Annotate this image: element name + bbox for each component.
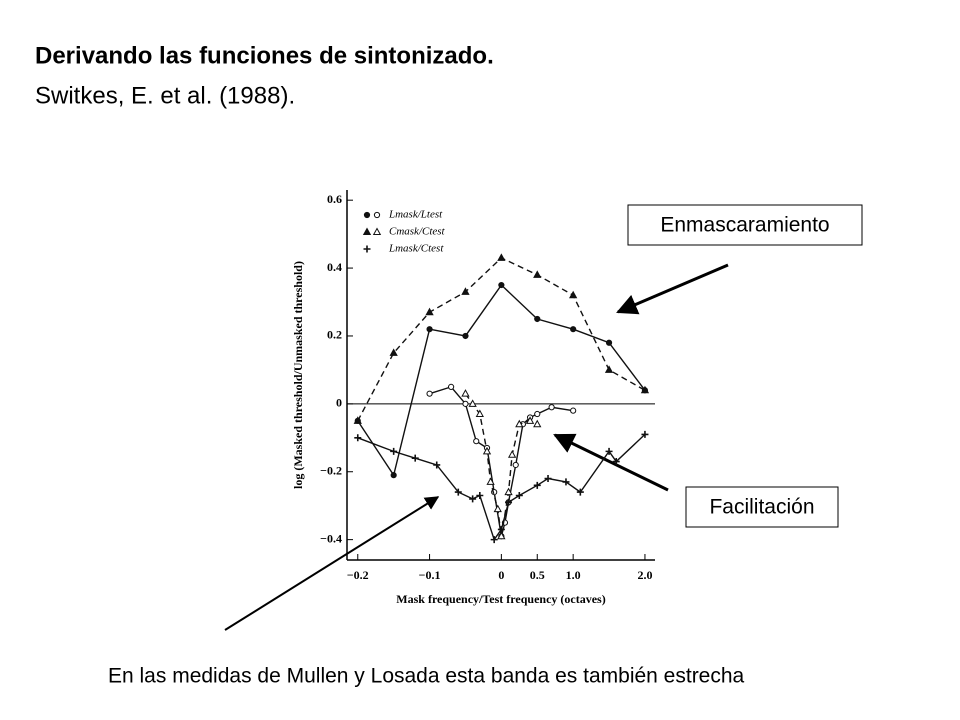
data-point [462,332,469,340]
data-point [525,416,535,424]
data-point [605,447,613,455]
data-point [476,492,484,500]
legend-marker [362,227,372,235]
series-line [357,283,646,477]
facilitation-box [685,486,839,528]
data-point [425,307,434,316]
data-point [515,492,523,500]
data-point [612,458,620,466]
data-point [570,407,577,414]
data-point [515,419,524,428]
masking-box [627,204,863,246]
data-point [570,326,577,333]
chart: 0.6 0.4 0.2 0 −0.2 −0.4 −0.2 −0.1 0 0.5 1.0 2.0 Mask… [291,190,655,606]
data-point [512,461,519,469]
x-axis-label: Mask frequency/Test frequency (octaves) [396,592,605,606]
data-point [604,365,614,373]
data-point [482,446,492,455]
data-point [475,409,484,418]
legend-label: Lmask/Ltest [388,209,443,221]
data-point [426,326,433,333]
data-point [576,488,584,496]
data-point [544,475,552,483]
data-point [497,253,506,261]
y-tick-label: 0 [336,396,342,410]
y-tick-label: 0.4 [327,260,342,274]
data-point [389,348,398,356]
legend-marker [373,211,381,219]
data-point [411,454,419,462]
facilitation-label: Facilitación [709,496,814,519]
data-point [426,390,433,397]
x-tick-label: 0.5 [530,568,545,582]
data-point [534,410,541,418]
data-point [562,478,570,486]
data-point [390,472,397,479]
data-point [468,399,477,407]
data-point [473,438,480,445]
x-tick-label: −0.2 [347,568,369,582]
data-point [504,487,513,496]
arrow [616,263,729,315]
data-point [461,287,470,295]
data-point [462,400,469,407]
data-point [640,385,650,394]
data-point [497,525,505,533]
data-point [469,495,477,503]
data-point [534,315,541,323]
series-line [357,433,646,542]
data-point [533,419,542,428]
x-tick-label: −0.1 [419,568,441,582]
x-tick-label: 2.0 [637,568,652,582]
legend-marker [363,245,371,253]
data-point [498,281,505,289]
data-point [354,434,362,442]
data-point [569,290,578,299]
x-tick-label: 1.0 [566,568,581,582]
masking-label: Enmascaramiento [660,214,829,237]
data-point [493,504,502,513]
slide-title: Derivando las funciones de sintonizado. [35,42,494,69]
data-point [533,481,541,489]
data-point [454,488,462,496]
arrow [224,496,440,631]
data-point [497,531,506,540]
y-tick-label: 0.2 [327,328,342,342]
y-tick-label: 0.6 [327,192,342,206]
slide-subtitle: Switkes, E. et al. (1988). [35,82,295,109]
data-point [605,339,613,346]
legend-label: Lmask/Ctest [388,243,444,255]
data-point [390,447,398,455]
data-point [461,389,470,397]
data-point [490,536,498,544]
y-tick-label: −0.2 [320,463,342,477]
data-point [486,477,495,485]
data-point [533,270,542,278]
legend-label: Cmask/Ctest [389,226,446,238]
y-axis-label: log (Masked threshold/Unmasked threshold… [291,261,305,489]
arrow [553,433,669,492]
data-point [641,430,649,438]
data-point [505,498,513,506]
x-tick-label: 0 [498,568,504,582]
data-point [548,404,555,411]
legend-marker [372,227,382,235]
data-point [353,416,362,424]
y-tick-label: −0.4 [320,531,342,545]
data-point [433,461,441,469]
data-point [507,450,517,458]
data-point [448,383,455,390]
series-line [464,393,538,537]
footnote: En las medidas de Mullen y Losada esta b… [108,665,745,688]
legend-marker [363,211,371,219]
